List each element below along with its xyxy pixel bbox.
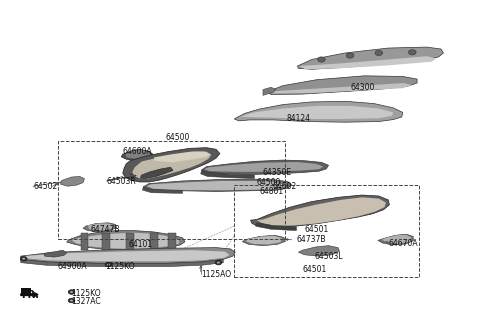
Text: 64500: 64500 — [257, 178, 281, 187]
Text: 64600A: 64600A — [123, 147, 152, 156]
Circle shape — [107, 264, 110, 266]
Polygon shape — [132, 152, 211, 179]
Polygon shape — [125, 150, 150, 159]
Text: 64502: 64502 — [33, 182, 58, 191]
Polygon shape — [266, 76, 417, 94]
Polygon shape — [24, 250, 229, 261]
Text: FR.: FR. — [21, 290, 39, 300]
Text: 64500: 64500 — [166, 133, 190, 142]
Text: 64501: 64501 — [302, 265, 326, 274]
Text: 1125KO: 1125KO — [72, 289, 101, 297]
Polygon shape — [123, 148, 220, 182]
Text: 64602: 64602 — [273, 182, 297, 191]
Text: 64737B: 64737B — [297, 235, 326, 244]
Polygon shape — [21, 259, 223, 267]
Bar — [234, 185, 420, 277]
Polygon shape — [263, 87, 276, 95]
Text: 1327AC: 1327AC — [72, 297, 101, 306]
Bar — [58, 141, 286, 239]
Polygon shape — [204, 162, 323, 172]
Circle shape — [217, 262, 220, 264]
Text: 64503R: 64503R — [107, 177, 137, 186]
Text: 64101: 64101 — [129, 239, 153, 249]
Polygon shape — [382, 235, 411, 244]
Polygon shape — [378, 234, 413, 245]
Polygon shape — [60, 176, 84, 186]
Circle shape — [22, 258, 25, 260]
Circle shape — [68, 298, 75, 303]
Polygon shape — [154, 152, 210, 162]
Text: 64501: 64501 — [305, 225, 329, 235]
Polygon shape — [88, 223, 114, 231]
Polygon shape — [67, 231, 185, 250]
Polygon shape — [255, 223, 297, 231]
Text: 1125AO: 1125AO — [201, 270, 231, 279]
Polygon shape — [300, 56, 436, 69]
Polygon shape — [234, 101, 403, 122]
Polygon shape — [141, 167, 173, 178]
Circle shape — [346, 53, 354, 58]
Text: 64503L: 64503L — [314, 252, 343, 261]
Circle shape — [215, 260, 222, 265]
Text: 64747B: 64747B — [90, 225, 120, 235]
Polygon shape — [143, 187, 182, 194]
Circle shape — [68, 290, 75, 294]
Polygon shape — [269, 83, 412, 93]
Text: 64801: 64801 — [259, 187, 283, 196]
Text: 64670A: 64670A — [388, 238, 418, 248]
Text: 64350E: 64350E — [263, 168, 292, 177]
Text: 1125KO: 1125KO — [105, 262, 135, 271]
Polygon shape — [246, 236, 282, 244]
Polygon shape — [251, 195, 389, 228]
Polygon shape — [44, 250, 67, 257]
Circle shape — [70, 299, 73, 301]
Polygon shape — [257, 197, 386, 226]
Polygon shape — [150, 233, 157, 250]
FancyArrow shape — [21, 293, 38, 297]
Circle shape — [318, 57, 325, 62]
Polygon shape — [21, 248, 235, 263]
Polygon shape — [81, 233, 88, 250]
Circle shape — [105, 262, 112, 267]
Polygon shape — [202, 160, 328, 174]
Polygon shape — [201, 170, 254, 178]
Circle shape — [70, 291, 73, 293]
Polygon shape — [168, 233, 176, 250]
Text: 84124: 84124 — [287, 114, 311, 123]
Polygon shape — [144, 179, 292, 192]
Polygon shape — [121, 149, 153, 161]
Polygon shape — [147, 181, 286, 190]
Polygon shape — [102, 233, 110, 250]
Circle shape — [375, 50, 383, 55]
Text: 64300: 64300 — [350, 83, 374, 92]
Polygon shape — [299, 246, 339, 256]
Polygon shape — [83, 223, 117, 232]
Polygon shape — [242, 235, 286, 246]
Circle shape — [408, 50, 416, 55]
Polygon shape — [72, 233, 179, 249]
Bar — [21, 288, 31, 294]
Text: 64900A: 64900A — [57, 262, 87, 271]
Circle shape — [20, 256, 27, 261]
Polygon shape — [240, 106, 393, 119]
Polygon shape — [126, 233, 134, 250]
Polygon shape — [298, 47, 444, 69]
